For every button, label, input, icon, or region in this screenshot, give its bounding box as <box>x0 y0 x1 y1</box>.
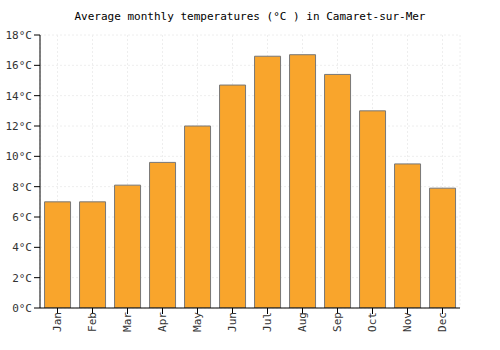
svg-text:Jul: Jul <box>261 312 274 332</box>
svg-text:8°C: 8°C <box>12 181 32 194</box>
svg-text:10°C: 10°C <box>8 150 32 163</box>
svg-text:Jun: Jun <box>226 312 239 332</box>
svg-text:Sep: Sep <box>331 312 344 332</box>
svg-text:16°C: 16°C <box>8 59 32 72</box>
svg-text:Dec: Dec <box>436 312 449 332</box>
svg-text:Apr: Apr <box>156 312 169 332</box>
svg-text:12°C: 12°C <box>8 120 32 133</box>
svg-text:0°C: 0°C <box>12 302 32 315</box>
svg-text:Nov: Nov <box>401 312 414 332</box>
svg-text:Feb: Feb <box>86 312 99 332</box>
svg-text:4°C: 4°C <box>12 241 32 254</box>
svg-text:2°C: 2°C <box>12 272 32 285</box>
svg-text:May: May <box>191 312 204 332</box>
html-text:Average monthly temperatures (: Average monthly temperatures (°C ) in Ca… <box>74 10 426 23</box>
svg-text:Aug: Aug <box>296 312 309 332</box>
svg-text:6°C: 6°C <box>12 211 32 224</box>
svg-text:Jan: Jan <box>51 312 64 332</box>
svg-text:18°C: 18°C <box>8 29 32 42</box>
svg-text:Mar: Mar <box>121 312 134 332</box>
svg-text:14°C: 14°C <box>8 90 32 103</box>
svg-text:Oct: Oct <box>366 312 379 332</box>
